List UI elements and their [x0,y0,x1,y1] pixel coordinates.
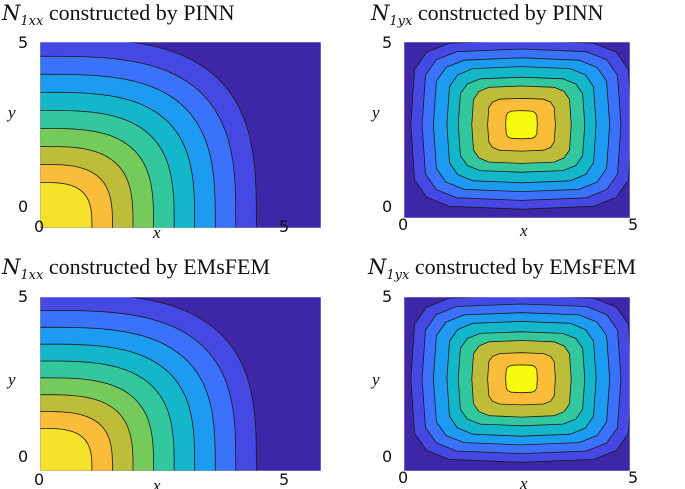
title-subscript: 1xx [20,14,44,29]
title-text: constructed by EMsFEM [48,254,271,279]
title-subscript: 1yx [389,14,413,29]
panel-title: N1yx constructed by EMsFEM [368,254,636,283]
contour-panel: 0 5 0 5 x y [370,33,638,240]
plot-frame [403,296,631,472]
title-symbol: N [368,255,387,279]
title-subscript: 1xx [20,268,44,283]
x-tick-label: 5 [628,215,638,234]
plot-frame [39,296,322,472]
y-axis-label: y [370,103,380,122]
y-tick-label: 5 [18,287,28,306]
y-axis-label: y [370,370,380,389]
panel-title: N1xx constructed by EMsFEM [2,254,270,283]
title-text: constructed by PINN [417,0,604,25]
x-tick-label: 0 [34,470,44,489]
contour-level [40,182,93,228]
x-tick-label: 0 [398,468,408,487]
x-axis-label: x [519,474,528,489]
panel-title: N1yx constructed by PINN [371,0,604,29]
contour-level [505,110,538,140]
contour-panel: 0 5 0 5 x y [6,287,322,489]
x-tick-label: 0 [34,217,44,236]
title-text: constructed by PINN [48,0,235,25]
contour-panel: 0 5 0 5 x y [370,287,638,489]
x-tick-label: 0 [398,215,408,234]
title-symbol: N [2,1,21,25]
title-text: constructed by EMsFEM [414,254,637,279]
y-tick-label: 5 [382,287,392,306]
y-tick-label: 0 [382,197,392,216]
plot-frame [39,41,322,229]
title-symbol: N [2,255,21,279]
contour-panel: 0 5 0 5 x y [6,33,322,242]
x-tick-label: 5 [279,217,289,236]
x-tick-label: 5 [628,468,638,487]
title-symbol: N [371,1,390,25]
y-axis-label: y [6,103,16,122]
contour-level [40,427,93,471]
plot-frame [403,41,631,219]
y-tick-label: 5 [382,33,392,52]
title-subscript: 1yx [386,268,410,283]
y-tick-label: 0 [382,447,392,466]
y-axis-label: y [6,370,16,389]
panel-title: N1xx constructed by PINN [2,0,235,29]
x-axis-label: x [152,223,161,242]
contour-level [505,364,538,394]
y-tick-label: 0 [18,447,28,466]
x-axis-label: x [519,221,528,240]
x-tick-label: 5 [279,470,289,489]
x-axis-label: x [152,476,161,489]
y-tick-label: 0 [18,197,28,216]
y-tick-label: 5 [18,33,28,52]
